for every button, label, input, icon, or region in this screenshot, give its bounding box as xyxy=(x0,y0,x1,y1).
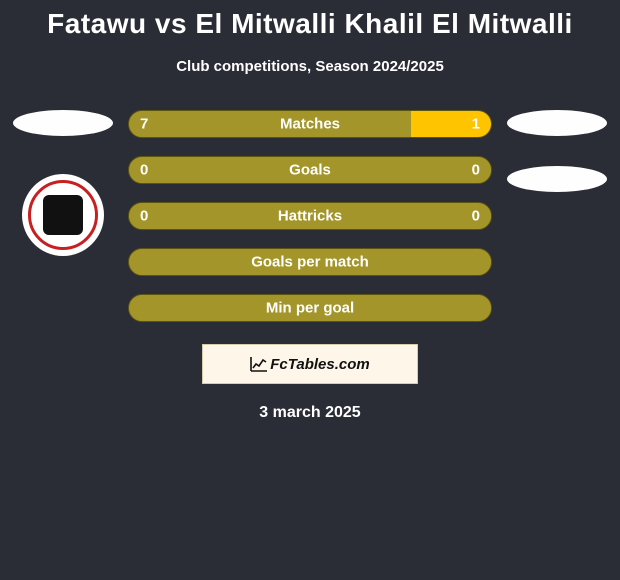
left-club-badge xyxy=(22,174,104,256)
stat-left-value: 0 xyxy=(140,162,148,179)
stat-bars-column: Matches71Goals00Hattricks00Goals per mat… xyxy=(118,110,502,322)
right-player-col xyxy=(502,110,612,192)
stat-left-value: 0 xyxy=(140,208,148,225)
stat-right-value: 0 xyxy=(472,162,480,179)
comparison-content: Matches71Goals00Hattricks00Goals per mat… xyxy=(0,110,620,322)
chart-icon xyxy=(250,356,268,372)
stat-right-value: 1 xyxy=(472,116,480,133)
attribution-text: FcTables.com xyxy=(270,356,369,373)
page-title: Fatawu vs El Mitwalli Khalil El Mitwalli xyxy=(0,0,620,40)
stat-track xyxy=(128,248,492,276)
stat-left-value: 7 xyxy=(140,116,148,133)
stat-left-fill xyxy=(129,295,491,321)
left-player-col xyxy=(8,110,118,256)
right-extra-ellipse xyxy=(507,166,607,192)
stat-row: Goals00 xyxy=(128,156,492,184)
stat-left-fill xyxy=(129,203,491,229)
badge-ring xyxy=(28,180,98,250)
attribution-box: FcTables.com xyxy=(202,344,418,384)
stat-left-fill xyxy=(129,111,411,137)
left-flag-ellipse xyxy=(13,110,113,136)
stat-track xyxy=(128,294,492,322)
stat-left-fill xyxy=(129,249,491,275)
date: 3 march 2025 xyxy=(0,404,620,422)
stat-row: Matches71 xyxy=(128,110,492,138)
right-flag-ellipse xyxy=(507,110,607,136)
stat-row: Min per goal xyxy=(128,294,492,322)
stat-left-fill xyxy=(129,157,491,183)
stat-track xyxy=(128,110,492,138)
stat-track xyxy=(128,156,492,184)
stat-row: Goals per match xyxy=(128,248,492,276)
stat-row: Hattricks00 xyxy=(128,202,492,230)
stat-track xyxy=(128,202,492,230)
subtitle: Club competitions, Season 2024/2025 xyxy=(0,58,620,75)
stat-right-value: 0 xyxy=(472,208,480,225)
